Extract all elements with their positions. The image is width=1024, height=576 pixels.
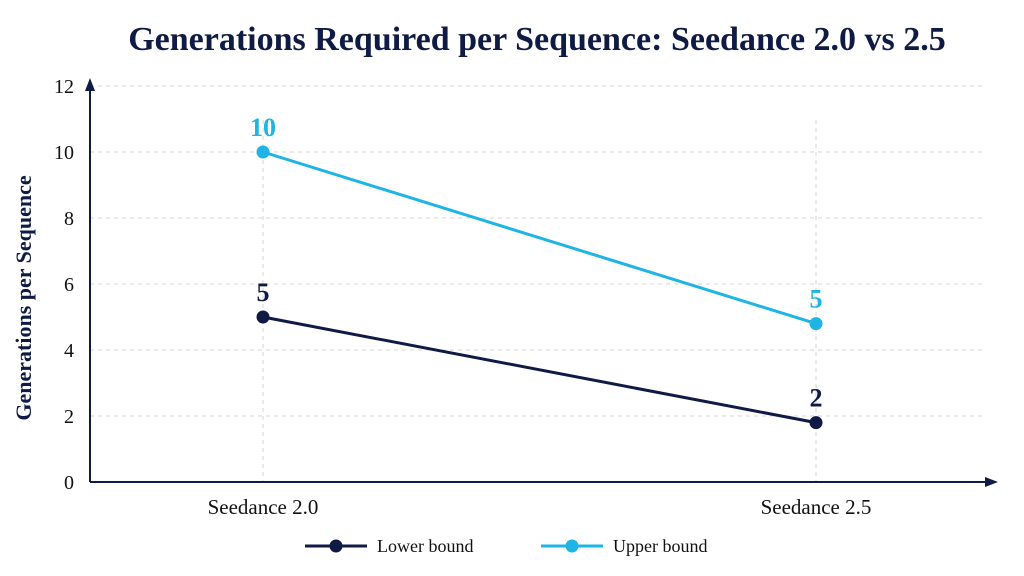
y-tick-label: 4: [64, 340, 74, 362]
legend-item: Lower bound: [305, 536, 473, 556]
data-point: [809, 416, 823, 430]
x-axis-arrow: [985, 477, 998, 487]
x-category-label: Seedance 2.0: [208, 495, 319, 519]
grid: [90, 85, 985, 482]
y-tick-label: 0: [64, 472, 74, 494]
data-label: 2: [810, 384, 823, 413]
series: [256, 145, 823, 430]
series-line-lower-bound: [262, 315, 817, 425]
legend-label: Upper bound: [613, 536, 707, 556]
y-tick-label: 2: [64, 406, 74, 428]
data-point: [256, 310, 270, 324]
axes: [85, 78, 998, 487]
y-tick-label: 12: [54, 76, 74, 98]
series-line-upper-bound: [262, 150, 817, 326]
legend-marker: [329, 539, 343, 553]
y-tick-labels: 0 2 4 6 8 10 12: [54, 76, 74, 494]
y-axis-arrow: [85, 78, 95, 91]
y-axis-label: Generations per Sequence: [11, 175, 36, 420]
legend: Lower bound Upper bound: [305, 536, 707, 556]
data-point: [256, 145, 270, 159]
data-labels: 5 2 10 5: [250, 113, 823, 413]
y-tick-label: 8: [64, 208, 74, 230]
x-category-labels: Seedance 2.0 Seedance 2.5: [208, 495, 872, 519]
chart-title: Generations Required per Sequence: Seeda…: [128, 21, 946, 58]
y-tick-label: 6: [64, 274, 74, 296]
legend-label: Lower bound: [377, 536, 473, 556]
legend-item: Upper bound: [541, 536, 707, 556]
legend-marker: [565, 539, 579, 553]
data-label: 10: [250, 113, 276, 142]
data-label: 5: [257, 278, 270, 307]
data-point: [809, 317, 823, 331]
data-label: 5: [810, 285, 823, 314]
y-tick-label: 10: [54, 142, 74, 164]
x-category-label: Seedance 2.5: [761, 495, 872, 519]
